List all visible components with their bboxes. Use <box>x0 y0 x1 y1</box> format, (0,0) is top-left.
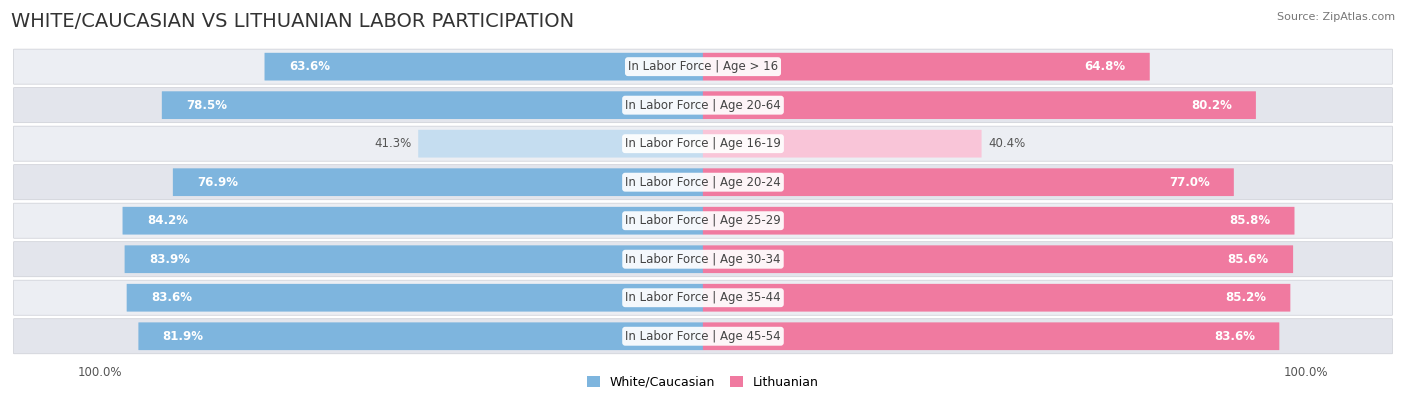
FancyBboxPatch shape <box>14 203 1392 238</box>
FancyBboxPatch shape <box>127 284 703 312</box>
FancyBboxPatch shape <box>703 207 1295 235</box>
Text: 83.9%: 83.9% <box>149 253 190 266</box>
FancyBboxPatch shape <box>14 242 1392 277</box>
Text: In Labor Force | Age > 16: In Labor Force | Age > 16 <box>628 60 778 73</box>
Text: 40.4%: 40.4% <box>988 137 1025 150</box>
FancyBboxPatch shape <box>14 126 1392 161</box>
FancyBboxPatch shape <box>703 91 1256 119</box>
Text: 64.8%: 64.8% <box>1084 60 1125 73</box>
FancyBboxPatch shape <box>703 53 1150 81</box>
Text: In Labor Force | Age 20-64: In Labor Force | Age 20-64 <box>626 99 780 112</box>
Text: 76.9%: 76.9% <box>197 176 238 189</box>
Text: 84.2%: 84.2% <box>146 214 188 227</box>
Text: 80.2%: 80.2% <box>1191 99 1232 112</box>
Text: 83.6%: 83.6% <box>150 291 193 304</box>
FancyBboxPatch shape <box>14 280 1392 315</box>
Text: 83.6%: 83.6% <box>1213 330 1256 343</box>
Text: 77.0%: 77.0% <box>1168 176 1209 189</box>
FancyBboxPatch shape <box>703 130 981 158</box>
Text: 81.9%: 81.9% <box>163 330 204 343</box>
Text: 63.6%: 63.6% <box>288 60 330 73</box>
FancyBboxPatch shape <box>703 322 1279 350</box>
Text: In Labor Force | Age 25-29: In Labor Force | Age 25-29 <box>626 214 780 227</box>
Text: 85.6%: 85.6% <box>1227 253 1268 266</box>
FancyBboxPatch shape <box>14 319 1392 354</box>
Legend: White/Caucasian, Lithuanian: White/Caucasian, Lithuanian <box>588 376 818 389</box>
FancyBboxPatch shape <box>125 245 703 273</box>
Text: 41.3%: 41.3% <box>374 137 412 150</box>
Text: 85.2%: 85.2% <box>1225 291 1265 304</box>
Text: Source: ZipAtlas.com: Source: ZipAtlas.com <box>1277 12 1395 22</box>
FancyBboxPatch shape <box>14 165 1392 200</box>
Text: In Labor Force | Age 30-34: In Labor Force | Age 30-34 <box>626 253 780 266</box>
Text: 100.0%: 100.0% <box>77 366 122 379</box>
FancyBboxPatch shape <box>138 322 703 350</box>
Text: 78.5%: 78.5% <box>186 99 228 112</box>
Text: 85.8%: 85.8% <box>1229 214 1270 227</box>
FancyBboxPatch shape <box>14 88 1392 123</box>
Text: In Labor Force | Age 45-54: In Labor Force | Age 45-54 <box>626 330 780 343</box>
Text: WHITE/CAUCASIAN VS LITHUANIAN LABOR PARTICIPATION: WHITE/CAUCASIAN VS LITHUANIAN LABOR PART… <box>11 12 575 31</box>
Text: In Labor Force | Age 20-24: In Labor Force | Age 20-24 <box>626 176 780 189</box>
FancyBboxPatch shape <box>122 207 703 235</box>
Text: 100.0%: 100.0% <box>1284 366 1329 379</box>
Text: In Labor Force | Age 35-44: In Labor Force | Age 35-44 <box>626 291 780 304</box>
FancyBboxPatch shape <box>14 49 1392 84</box>
FancyBboxPatch shape <box>703 284 1291 312</box>
FancyBboxPatch shape <box>264 53 703 81</box>
FancyBboxPatch shape <box>703 168 1234 196</box>
FancyBboxPatch shape <box>703 245 1294 273</box>
FancyBboxPatch shape <box>162 91 703 119</box>
FancyBboxPatch shape <box>173 168 703 196</box>
Text: In Labor Force | Age 16-19: In Labor Force | Age 16-19 <box>626 137 780 150</box>
FancyBboxPatch shape <box>418 130 703 158</box>
